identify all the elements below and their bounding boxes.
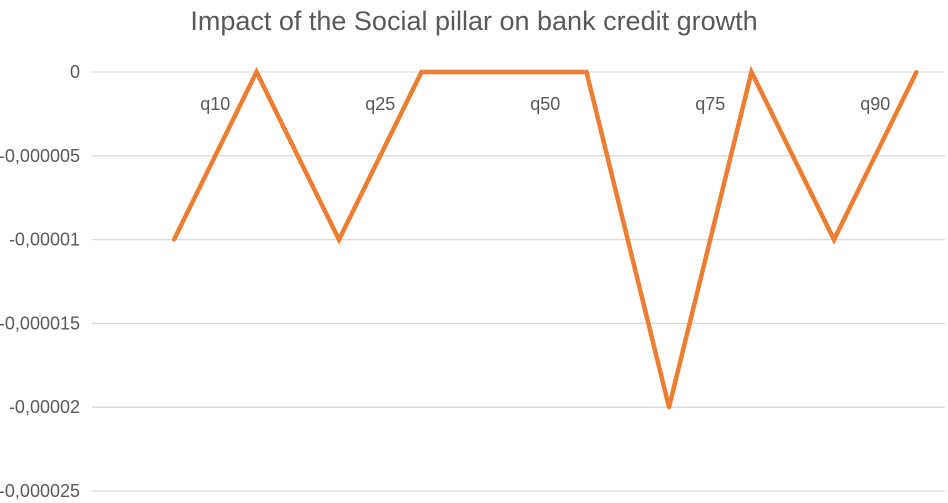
y-tick-label: -0,00002 xyxy=(9,397,80,417)
category-label-q90: q90 xyxy=(860,94,890,114)
data-point-3 xyxy=(337,237,341,242)
y-tick-label: 0 xyxy=(70,62,80,82)
y-tick-label: -0,000015 xyxy=(0,313,80,333)
category-label-q10: q10 xyxy=(200,94,230,114)
data-point-4 xyxy=(419,70,424,74)
data-point-6 xyxy=(584,70,589,74)
series-layer xyxy=(171,65,919,410)
data-point-8 xyxy=(749,70,754,74)
category-label-q75: q75 xyxy=(695,94,725,114)
chart-title: Impact of the Social pillar on bank cred… xyxy=(190,6,758,36)
data-point-2 xyxy=(254,70,259,74)
y-tick-label: -0,00001 xyxy=(9,230,80,250)
data-point-7 xyxy=(667,405,671,410)
category-labels: q10 q25 q50 q75 q90 xyxy=(200,94,890,114)
y-tick-label: -0,000005 xyxy=(0,146,80,166)
category-label-q50: q50 xyxy=(530,94,560,114)
data-point-5 xyxy=(502,70,506,74)
gridlines xyxy=(92,71,945,492)
y-tick-label: -0,000025 xyxy=(0,481,80,501)
category-label-q25: q25 xyxy=(365,94,395,114)
series-line xyxy=(171,65,919,408)
data-point-1 xyxy=(172,237,176,242)
data-point-9 xyxy=(832,237,836,242)
data-point-10 xyxy=(914,70,919,74)
y-axis-tick-labels: 0 -0,000005 -0,00001 -0,000015 -0,00002 -0,00… xyxy=(0,62,80,501)
